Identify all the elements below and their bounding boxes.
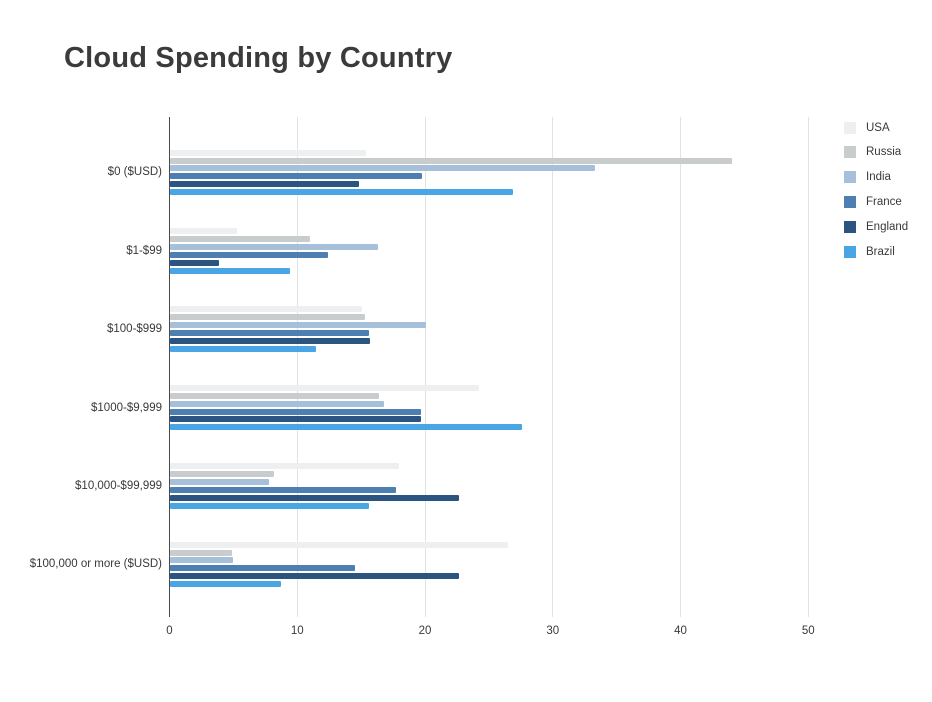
legend-item-usa: USA xyxy=(844,121,890,134)
bar-france-1 xyxy=(169,251,328,258)
bar-england-0 xyxy=(169,181,359,188)
bar-russia-5 xyxy=(169,549,233,556)
y-axis-line xyxy=(169,117,170,617)
bar-france-3 xyxy=(169,408,422,415)
bar-england-5 xyxy=(169,573,460,580)
legend-label: USA xyxy=(866,121,890,134)
x-tick-label-20: 20 xyxy=(418,625,432,637)
bar-usa-0 xyxy=(169,149,367,156)
bar-india-4 xyxy=(169,479,270,486)
legend-label: India xyxy=(866,171,891,184)
bar-brazil-5 xyxy=(169,581,281,588)
bar-england-3 xyxy=(169,416,422,423)
bar-russia-0 xyxy=(169,157,732,164)
gridline-x-50 xyxy=(807,117,809,617)
bar-brazil-4 xyxy=(169,502,369,509)
y-category-label: $100,000 or more ($USD) xyxy=(29,558,162,571)
bar-russia-1 xyxy=(169,235,311,242)
gridline-x-10 xyxy=(296,117,298,617)
bar-india-3 xyxy=(169,400,385,407)
bar-england-1 xyxy=(169,259,220,266)
bar-india-1 xyxy=(169,243,378,250)
legend-swatch-england xyxy=(844,220,856,233)
legend-label: England xyxy=(866,220,909,233)
legend-label: Brazil xyxy=(866,245,895,258)
legend-item-russia: Russia xyxy=(844,146,902,159)
bar-brazil-3 xyxy=(169,424,523,431)
legend-label: France xyxy=(866,195,902,208)
bar-usa-5 xyxy=(169,541,509,548)
bar-russia-4 xyxy=(169,471,275,478)
y-category-label: $10,000-$99,999 xyxy=(75,480,162,492)
bar-france-0 xyxy=(169,173,423,180)
x-tick-label-0: 0 xyxy=(166,625,173,637)
x-tick-label-40: 40 xyxy=(674,625,687,637)
legend-item-england: England xyxy=(844,220,909,233)
bar-russia-2 xyxy=(169,314,365,321)
legend-swatch-france xyxy=(844,195,856,208)
gridline-x-40 xyxy=(680,117,681,617)
legend-item-brazil: Brazil xyxy=(844,245,895,258)
legend-label: Russia xyxy=(866,146,902,159)
y-category-label: $0 ($USD) xyxy=(107,166,162,179)
bar-france-2 xyxy=(169,330,369,337)
gridline-x-30 xyxy=(552,117,554,617)
y-category-label: $100-$999 xyxy=(107,323,162,336)
x-tick-label-30: 30 xyxy=(546,625,560,637)
x-tick-label-50: 50 xyxy=(801,625,815,637)
y-category-label: $1000-$9,999 xyxy=(91,401,162,414)
y-category-label: $1-$99 xyxy=(126,244,162,257)
gridline-x-20 xyxy=(424,117,426,617)
legend-item-india: India xyxy=(844,171,891,184)
bar-india-0 xyxy=(169,165,595,172)
bar-usa-3 xyxy=(169,384,479,391)
bar-brazil-2 xyxy=(169,345,317,352)
legend-item-france: France xyxy=(844,195,902,208)
bar-france-5 xyxy=(169,565,355,572)
bar-england-2 xyxy=(169,338,371,345)
legend-swatch-brazil xyxy=(844,245,856,258)
bar-russia-3 xyxy=(169,392,379,399)
bar-brazil-0 xyxy=(169,189,514,196)
legend-swatch-usa xyxy=(844,121,856,134)
bar-usa-1 xyxy=(169,228,238,235)
x-tick-label-10: 10 xyxy=(290,625,304,637)
bar-usa-2 xyxy=(169,306,363,313)
legend-swatch-india xyxy=(844,171,856,184)
bar-brazil-1 xyxy=(169,267,290,274)
bar-england-4 xyxy=(169,494,460,501)
chart-title: Cloud Spending by Country xyxy=(64,42,453,74)
bar-france-4 xyxy=(169,486,396,493)
bar-india-2 xyxy=(169,322,427,329)
bar-usa-4 xyxy=(169,463,400,470)
bar-india-5 xyxy=(169,557,234,564)
legend-swatch-russia xyxy=(844,146,856,159)
